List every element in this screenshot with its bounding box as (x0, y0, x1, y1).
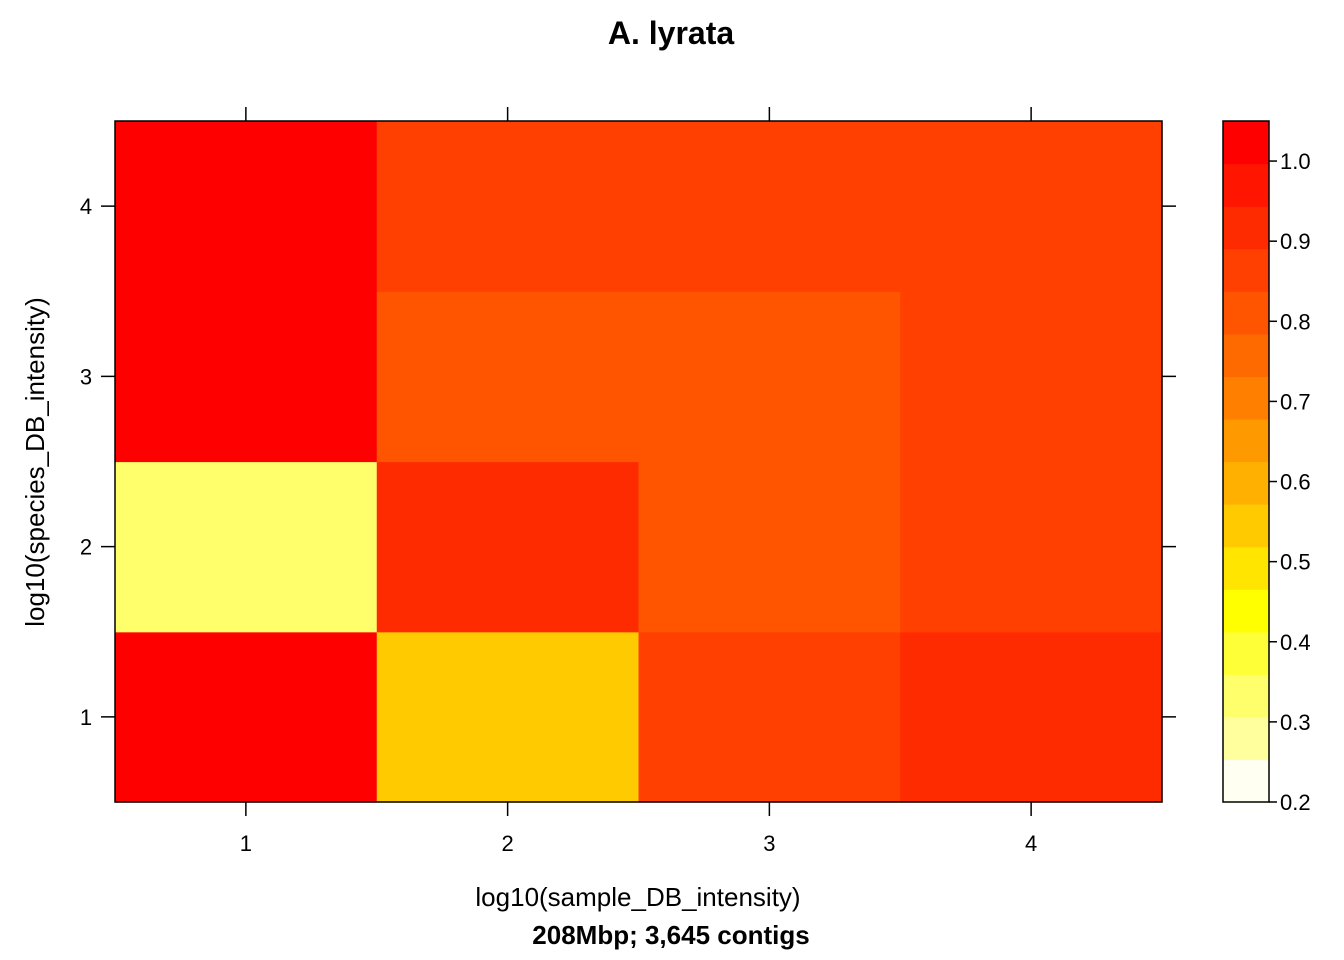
colorkey-band (1223, 206, 1269, 250)
colorkey-band (1223, 674, 1269, 718)
colorkey-band (1223, 461, 1269, 505)
heatmap-cell-x3-y3 (638, 291, 901, 463)
colorkey-band (1223, 589, 1269, 633)
heatmap-cell-x2-y1 (376, 631, 640, 803)
heatmap-cell-x1-y2 (115, 461, 378, 633)
heatmap-cell-x3-y1 (638, 631, 901, 803)
colorkey-tick-label: 0.3 (1280, 710, 1311, 735)
y-axis-label: log10(species_DB_intensity) (20, 297, 50, 627)
heatmap-cell-x4-y1 (900, 631, 1163, 803)
colorkey-tick-label: 0.4 (1280, 630, 1311, 655)
color-key: 0.2 0.3 0.4 0.5 0.6 0.7 0.8 0.9 1.0 (1222, 120, 1311, 815)
y-tick-label: 2 (80, 535, 92, 560)
colorkey-band (1223, 546, 1269, 590)
heatmap-cell-x1-y1 (115, 631, 378, 803)
colorkey-band (1223, 376, 1269, 420)
colorkey-tick-label: 0.6 (1280, 470, 1311, 495)
colorkey-tick-label: 0.9 (1280, 229, 1311, 254)
axis-ticks: 1 2 3 4 1 2 3 4 (80, 107, 1176, 856)
x-tick-label: 4 (1025, 831, 1037, 856)
heatmap-cell-x1-y3 (115, 291, 378, 463)
heatmap-cell-x4-y3 (900, 291, 1163, 463)
colorkey-tick-label: 0.5 (1280, 550, 1311, 575)
colorkey-tick-label: 1.0 (1280, 149, 1311, 174)
colorkey-tick-label: 0.2 (1280, 790, 1311, 815)
heatmap-cell-x3-y4 (638, 121, 901, 292)
colorkey-band (1223, 163, 1269, 207)
colorkey-frame (1222, 120, 1270, 803)
colorkey-band (1223, 759, 1269, 803)
x-axis-label: log10(sample_DB_intensity) (475, 882, 800, 912)
heatmap-cell-x4-y2 (900, 461, 1163, 633)
colorkey-band (1223, 504, 1269, 548)
colorkey-tick-label: 0.7 (1280, 389, 1311, 414)
y-tick-label: 3 (80, 364, 92, 389)
colorkey-band (1223, 716, 1269, 761)
colorkey-band (1223, 291, 1269, 335)
x-tick-label: 1 (240, 831, 252, 856)
colorkey-band (1223, 121, 1269, 165)
chart-sub-label: 208Mbp; 3,645 contigs (532, 920, 809, 950)
colorkey-band (1223, 418, 1269, 463)
plot-frame (114, 120, 1163, 803)
heatmap-cell-x1-y4 (115, 121, 378, 292)
chart-title: A. lyrata (608, 15, 734, 51)
colorkey-band (1223, 248, 1269, 292)
heatmap-cells (115, 121, 1163, 803)
heatmap-cell-x2-y3 (376, 291, 640, 463)
colorkey-band (1223, 631, 1269, 675)
x-tick-label: 3 (763, 831, 775, 856)
x-tick-label: 2 (502, 831, 514, 856)
colorkey-tick-label: 0.8 (1280, 309, 1311, 334)
heatmap-cell-x3-y2 (638, 461, 901, 633)
heatmap-cell-x4-y4 (900, 121, 1163, 292)
heatmap-cell-x2-y2 (376, 461, 640, 633)
heatmap-cell-x2-y4 (376, 121, 640, 292)
y-tick-label: 4 (80, 194, 92, 219)
y-tick-label: 1 (80, 705, 92, 730)
colorkey-band (1223, 333, 1269, 377)
